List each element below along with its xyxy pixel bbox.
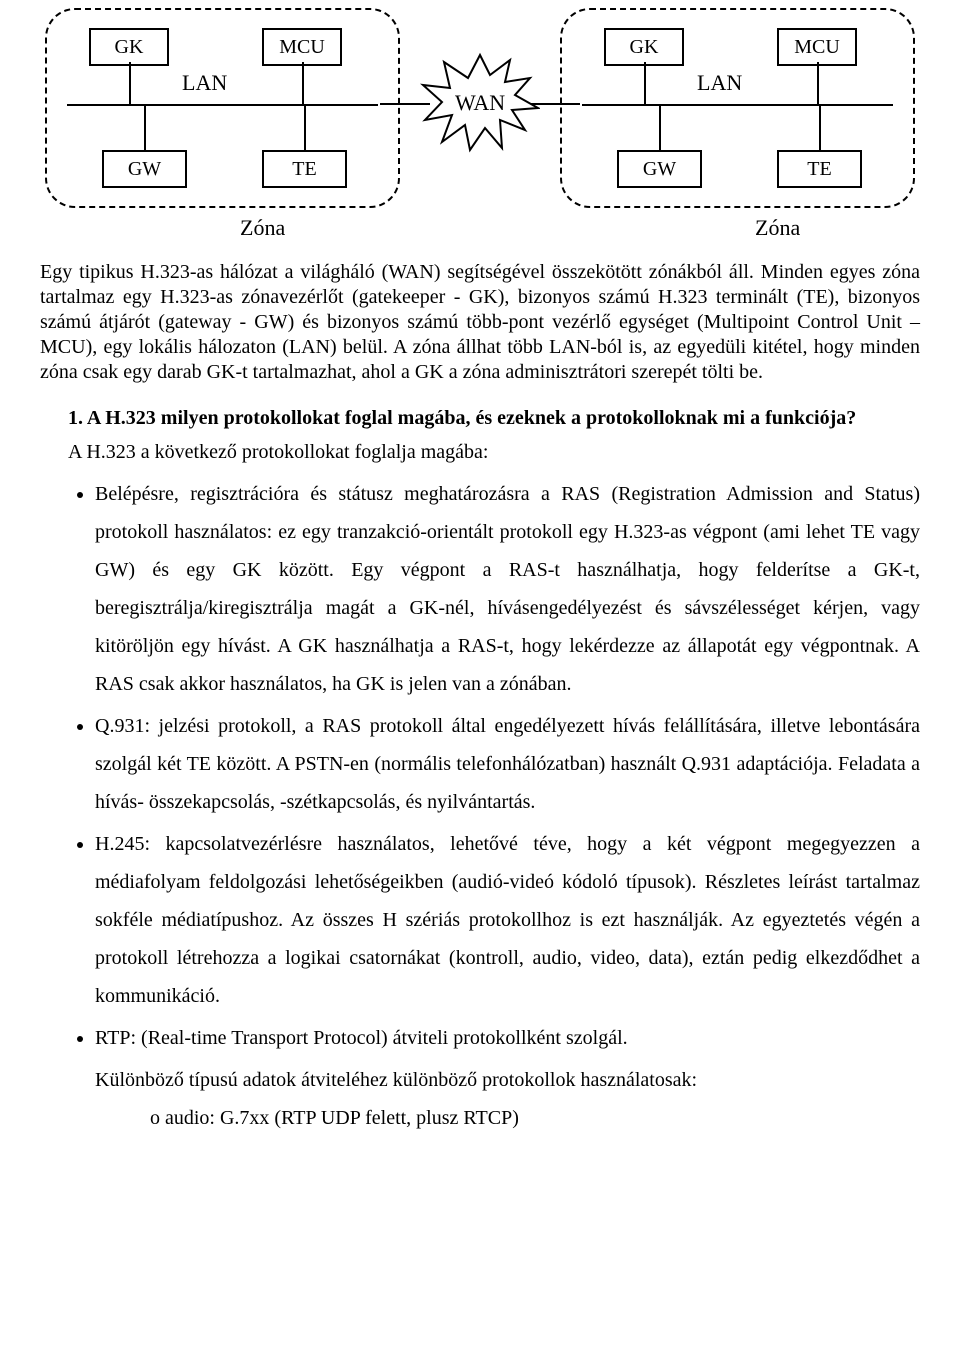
stem bbox=[817, 62, 819, 104]
h323-network-diagram: GK MCU LAN GW TE WAN GK bbox=[40, 0, 920, 250]
lead-sentence: A H.323 a következő protokollokat foglal… bbox=[40, 440, 920, 465]
node-mcu-1: MCU bbox=[262, 28, 342, 66]
zona-label-1: Zóna bbox=[240, 215, 285, 241]
stem bbox=[304, 104, 306, 150]
wan-label: WAN bbox=[455, 90, 505, 116]
stem bbox=[144, 104, 146, 150]
bullet-ras: Belépésre, regisztrációra és státusz meg… bbox=[95, 475, 920, 703]
zone-1-bus bbox=[67, 104, 378, 106]
protocol-list: Belépésre, regisztrációra és státusz meg… bbox=[40, 475, 920, 1057]
stem bbox=[659, 104, 661, 150]
node-mcu-2: MCU bbox=[777, 28, 857, 66]
bullet-h245: H.245: kapcsolatvezérlésre használatos, … bbox=[95, 825, 920, 1015]
node-gk-2: GK bbox=[604, 28, 684, 66]
stem bbox=[129, 62, 131, 104]
question-heading: 1. A H.323 milyen protokollokat foglal m… bbox=[40, 407, 920, 430]
bullet-rtp: RTP: (Real-time Transport Protocol) átvi… bbox=[95, 1019, 920, 1057]
lan-label-1: LAN bbox=[182, 70, 227, 96]
stem bbox=[302, 62, 304, 104]
stem bbox=[644, 62, 646, 104]
node-gk-1: GK bbox=[89, 28, 169, 66]
zone-1-frame: GK MCU LAN GW TE bbox=[45, 8, 400, 208]
rtp-subline: Különböző típusú adatok átviteléhez külö… bbox=[40, 1061, 920, 1099]
node-gw-2: GW bbox=[617, 150, 702, 188]
rtp-audio-item: audio: G.7xx (RTP UDP felett, plusz RTCP… bbox=[40, 1099, 920, 1137]
zone-2-bus bbox=[582, 104, 893, 106]
bullet-q931: Q.931: jelzési protokoll, a RAS protokol… bbox=[95, 707, 920, 821]
intro-paragraph: Egy tipikus H.323-as hálózat a világháló… bbox=[40, 260, 920, 385]
zone-2-frame: GK MCU LAN GW TE bbox=[560, 8, 915, 208]
node-te-2: TE bbox=[777, 150, 862, 188]
node-te-1: TE bbox=[262, 150, 347, 188]
stem bbox=[819, 104, 821, 150]
node-gw-1: GW bbox=[102, 150, 187, 188]
zona-label-2: Zóna bbox=[755, 215, 800, 241]
lan-label-2: LAN bbox=[697, 70, 742, 96]
